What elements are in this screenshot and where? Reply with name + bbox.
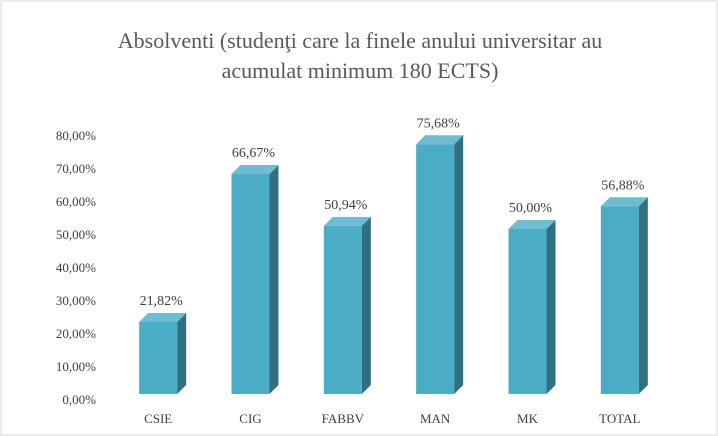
- bar-side: [638, 197, 648, 394]
- bar-front: [231, 173, 270, 394]
- bar-top: [416, 135, 464, 145]
- bar-front: [416, 144, 455, 394]
- y-tick-label: 0,00%: [62, 392, 96, 407]
- bar: [600, 197, 648, 394]
- bar-front: [600, 206, 639, 394]
- x-tick-label: MAN: [420, 411, 451, 426]
- value-label: 66,67%: [232, 146, 276, 161]
- bar-side: [177, 312, 187, 394]
- y-tick-label: 50,00%: [56, 227, 96, 242]
- value-label: 50,00%: [509, 201, 553, 216]
- bar-top: [323, 216, 371, 226]
- bar-side: [546, 220, 556, 394]
- y-tick-label: 10,00%: [56, 359, 96, 374]
- value-label: 21,82%: [140, 294, 184, 309]
- bar: [508, 220, 556, 394]
- value-label: 50,94%: [324, 198, 368, 213]
- bar-top: [139, 312, 187, 322]
- bar: [323, 216, 371, 394]
- y-tick-label: 70,00%: [56, 161, 96, 176]
- x-tick-label: TOTAL: [599, 411, 640, 426]
- bar-side: [269, 164, 279, 394]
- bar: [139, 312, 187, 394]
- bar: [416, 135, 464, 395]
- y-tick-label: 40,00%: [56, 260, 96, 275]
- bar-side: [361, 216, 371, 394]
- bar-front: [508, 229, 547, 394]
- x-tick-label: MK: [517, 411, 539, 426]
- y-tick-label: 20,00%: [56, 326, 96, 341]
- chart-title: Absolventi (studenţi care la finele anul…: [117, 28, 603, 83]
- value-label: 75,68%: [417, 116, 461, 131]
- y-tick-label: 80,00%: [56, 128, 96, 143]
- bar-front: [323, 225, 362, 394]
- bar-front: [139, 321, 178, 394]
- y-tick-label: 60,00%: [56, 194, 96, 209]
- bar: [231, 164, 279, 394]
- value-label: 56,88%: [601, 179, 645, 194]
- bar-top: [231, 164, 279, 174]
- x-tick-label: FABBV: [322, 411, 365, 426]
- bar-side: [454, 135, 464, 395]
- x-tick-label: CSIE: [144, 411, 172, 426]
- x-tick-label: CIG: [239, 411, 261, 426]
- bar-top: [600, 197, 648, 207]
- y-tick-label: 30,00%: [56, 293, 96, 308]
- bar-top: [508, 220, 556, 229]
